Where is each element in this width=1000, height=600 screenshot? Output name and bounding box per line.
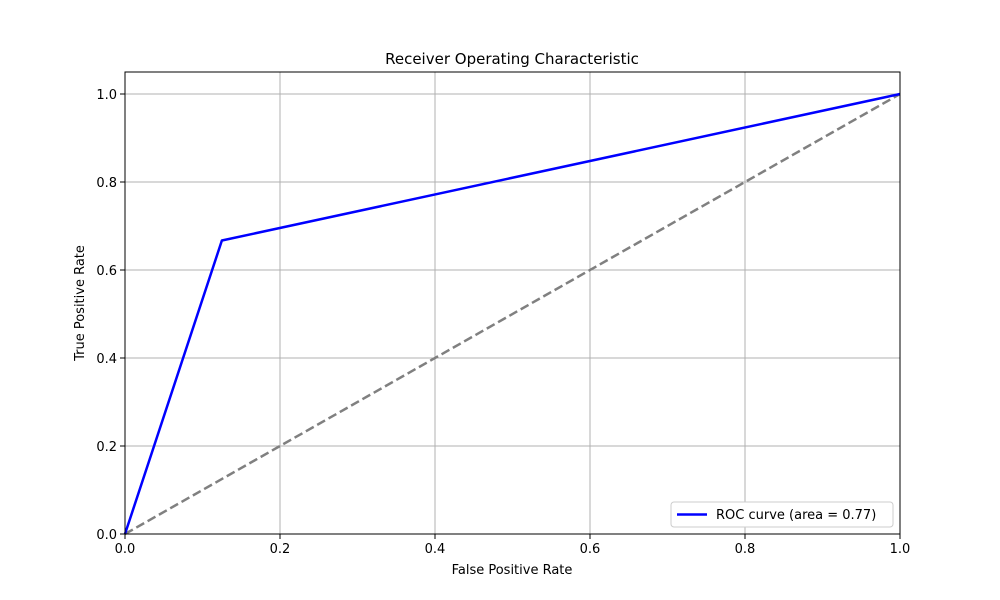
legend-box [670,501,894,528]
y-tick-label: 0.0 [96,528,117,543]
axis-ticks: 0.0 0.2 0.4 0.6 0.8 1.0 0.0 0.2 0.4 0.6 0.8 1.0 [96,88,910,557]
y-tick-label: 1.0 [96,88,117,103]
x-tick-label: 0.6 [580,542,601,557]
y-tick-label: 0.2 [96,440,117,455]
legend-label-roc-curve: ROC curve (area = 0.77) [716,508,876,523]
y-tick-label: 0.8 [96,176,117,191]
chance-diagonal-line [124,92,901,536]
plot-frame [124,71,901,535]
y-axis-label: True Positive Rate [73,245,88,362]
legend: ROC curve (area = 0.77) [670,501,894,528]
x-tick-label: 0.8 [735,542,756,557]
y-tick-label: 0.4 [96,352,117,367]
x-tick-label: 0.0 [115,542,136,557]
x-tick-label: 0.4 [425,542,446,557]
chart-title: Receiver Operating Characteristic [385,50,639,68]
plot-series [123,92,901,536]
x-tick-label: 1.0 [890,542,911,557]
roc-curve-line [123,92,901,535]
x-axis-label: False Positive Rate [452,563,573,578]
x-tick-label: 0.2 [270,542,291,557]
y-tick-label: 0.6 [96,264,117,279]
